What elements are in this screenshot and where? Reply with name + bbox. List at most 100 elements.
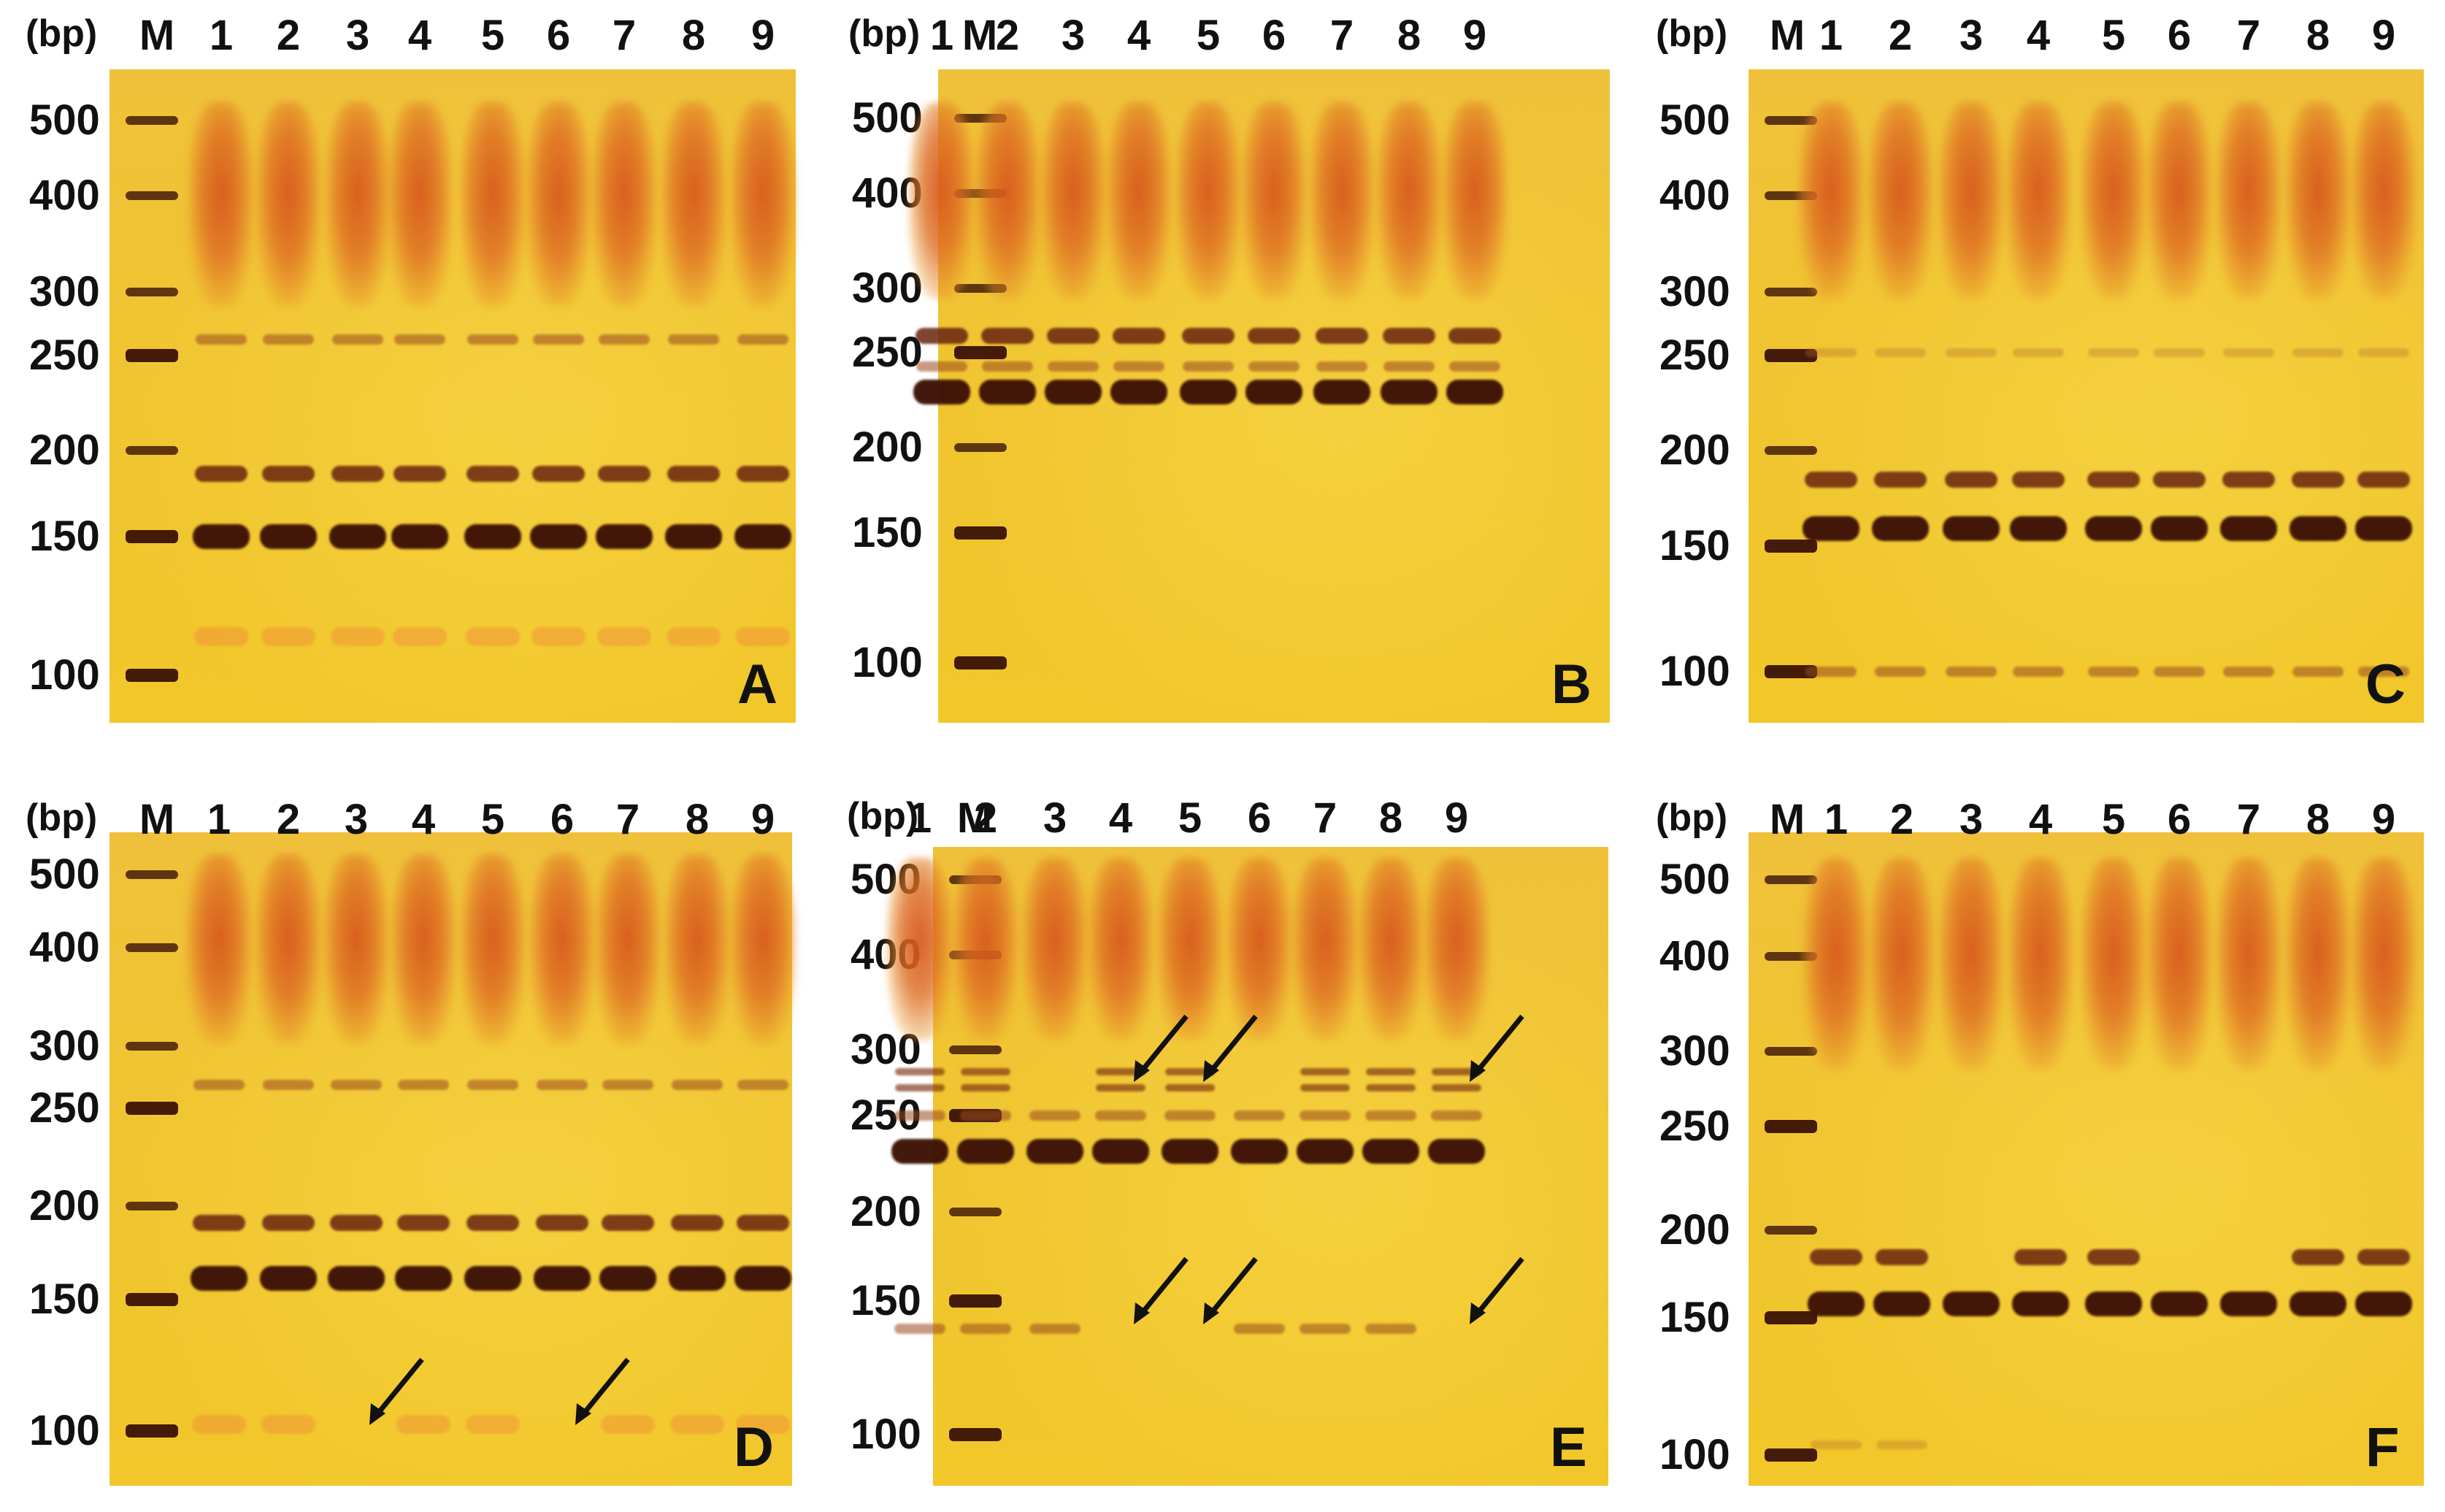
dna-band (1029, 1110, 1081, 1121)
dna-band (2292, 472, 2344, 488)
lane-label-7: 7 (615, 796, 640, 843)
dna-band (2358, 348, 2409, 358)
lane-label-7: 7 (1313, 794, 1337, 842)
dna-band (737, 334, 788, 345)
sample-smear (1358, 858, 1424, 1040)
dna-band (1231, 1139, 1288, 1164)
ladder-size-label-150: 150 (29, 513, 100, 560)
dna-band (736, 626, 790, 646)
sample-smear (2351, 102, 2417, 299)
panel-letter: A (737, 653, 778, 715)
dna-band (2151, 1291, 2208, 1316)
dna-band (1248, 328, 1300, 345)
dna-band (191, 1266, 247, 1292)
ladder-band-100 (1765, 665, 1817, 678)
dna-band (913, 379, 970, 404)
dna-band (1165, 1068, 1215, 1075)
dna-band (669, 1266, 726, 1292)
ladder-size-label-200: 200 (1659, 1206, 1730, 1254)
dna-band (398, 1079, 449, 1090)
dna-band (737, 1214, 789, 1231)
ladder-size-label-250: 250 (852, 329, 923, 376)
ladder-size-label-100: 100 (1659, 1431, 1730, 1478)
dna-band (960, 1110, 1011, 1121)
ladder-band-200 (1765, 1226, 1817, 1235)
ladder-band-200 (1765, 446, 1817, 455)
sample-smear (387, 102, 453, 307)
dna-band (734, 524, 791, 549)
ladder-band-100 (954, 656, 1007, 669)
dna-band (1366, 1084, 1416, 1091)
ladder-size-label-400: 400 (29, 924, 100, 971)
ladder-band-100 (126, 669, 178, 682)
lane-label-1: 1 (209, 12, 234, 59)
sample-smear (1868, 102, 1933, 299)
ladder-band-300 (1765, 288, 1817, 296)
bp-unit-label: (bp) (26, 12, 98, 55)
dna-band (393, 626, 447, 646)
ladder-size-label-250: 250 (1659, 331, 1730, 379)
sample-smear (2285, 858, 2351, 1070)
sample-smear (2081, 858, 2146, 1070)
lane-label-5: 5 (1178, 794, 1202, 842)
marker-lane-label: M (1769, 12, 1805, 59)
dna-band (2087, 472, 2140, 488)
dna-band (1047, 328, 1099, 345)
sample-smear (526, 102, 591, 307)
sample-smear (2146, 858, 2212, 1070)
lane-label-5: 5 (2101, 12, 2126, 59)
sample-smear (2081, 102, 2146, 299)
ladder-band-200 (126, 1202, 178, 1210)
dna-band (2292, 1249, 2344, 1266)
dna-band (1943, 516, 2000, 542)
panel-letter: F (2365, 1416, 2400, 1478)
lane-label-3: 3 (344, 796, 369, 843)
dna-band (193, 1214, 245, 1231)
ladder-size-label-500: 500 (1659, 96, 1730, 144)
arrow-icon (1134, 1014, 1189, 1082)
dna-band (331, 465, 384, 482)
dna-band (193, 1079, 245, 1090)
dna-band (895, 1084, 945, 1091)
dna-band (534, 1266, 591, 1292)
sample-smear (661, 102, 726, 307)
marker-lane-label: M (1769, 796, 1805, 843)
dna-band (2357, 1249, 2410, 1266)
dna-band (1113, 361, 1164, 372)
dna-band (979, 379, 1036, 404)
sample-smear (1803, 858, 1869, 1070)
dna-band (1092, 1139, 1149, 1164)
sample-smear (591, 102, 657, 307)
ladder-band-400 (126, 943, 178, 952)
lane-label-3: 3 (1959, 12, 1984, 59)
dna-band (1449, 361, 1500, 372)
ladder-band-300 (126, 288, 178, 296)
ladder-size-label-150: 150 (852, 509, 923, 556)
dna-band (1180, 379, 1237, 404)
lane-label-4: 4 (1108, 794, 1133, 842)
dna-band (599, 334, 650, 345)
dna-band (1365, 1110, 1416, 1121)
lane-label-6: 6 (2167, 796, 2192, 843)
dna-band (891, 1139, 948, 1164)
marker-lane-label: M (962, 12, 998, 59)
ladder-size-label-250: 250 (29, 1084, 100, 1132)
dna-band (1096, 1068, 1145, 1075)
dna-band (331, 1079, 382, 1090)
arrow-icon (1203, 1014, 1258, 1082)
dna-band (332, 334, 383, 345)
sample-smear (975, 102, 1040, 299)
dna-band (1234, 1323, 1285, 1334)
dna-band (2220, 516, 2277, 542)
dna-band (194, 626, 248, 646)
panel-letter: B (1551, 653, 1592, 715)
dna-band (667, 626, 721, 646)
panel-letter: D (734, 1416, 774, 1478)
ladder-band-300 (126, 1042, 178, 1051)
sample-smear (664, 854, 730, 1044)
dna-band (1945, 472, 1997, 488)
lane-label-7: 7 (2236, 12, 2261, 59)
dna-band (263, 1079, 314, 1090)
dna-band (467, 334, 518, 345)
dna-band (1808, 1291, 1865, 1316)
